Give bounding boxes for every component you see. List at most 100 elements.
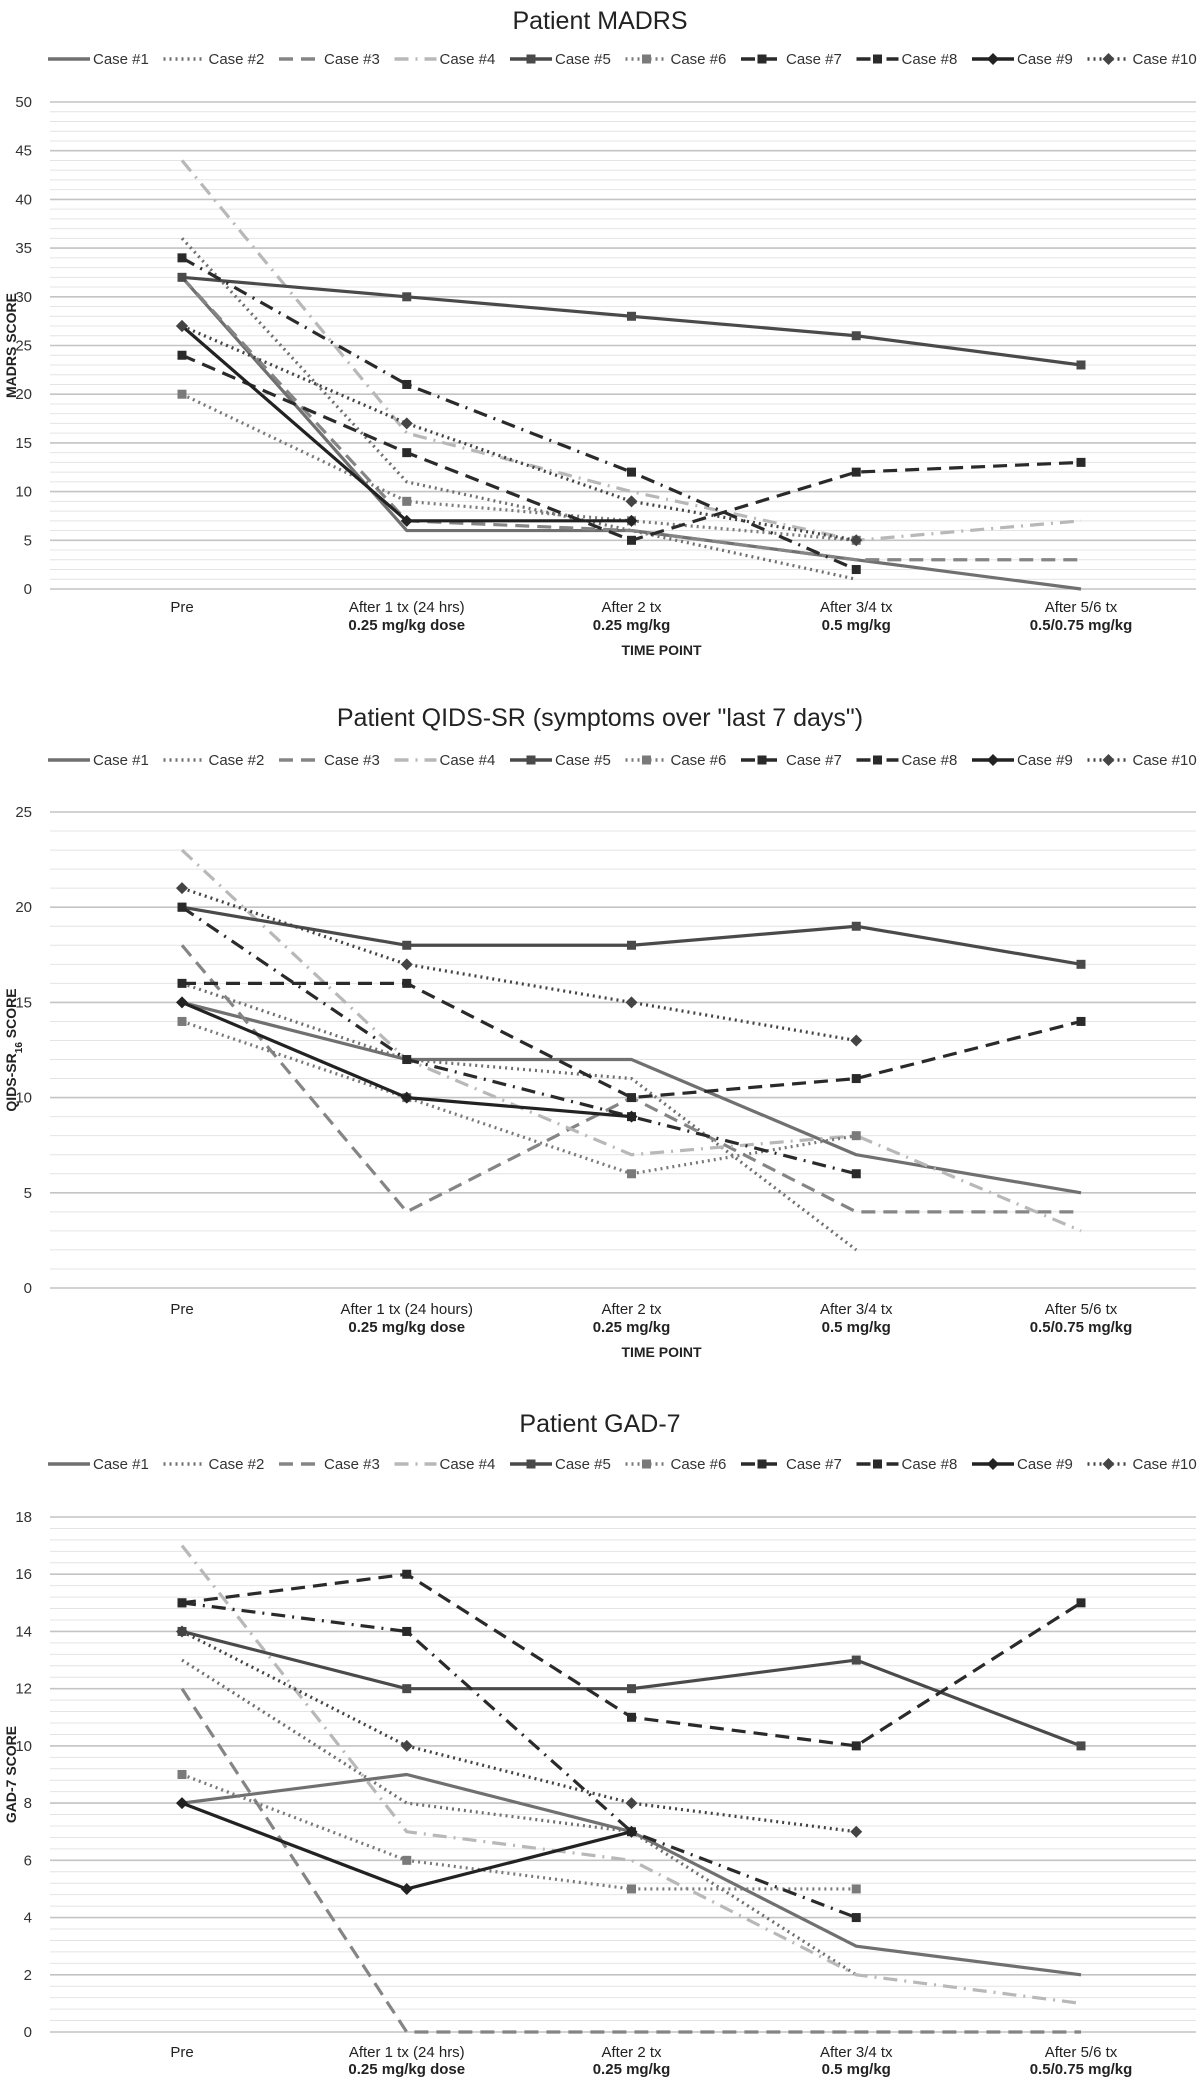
- legend-label: Case #1: [93, 51, 149, 68]
- legend-label: Case #1: [93, 1456, 149, 1473]
- data-point: [402, 978, 412, 988]
- data-point: [625, 495, 638, 508]
- legend-marker: [757, 54, 767, 64]
- x-tick-sublabel: 0.25 mg/kg: [593, 2061, 671, 2078]
- data-point: [400, 1882, 413, 1895]
- series-7: [177, 350, 1086, 545]
- data-point: [400, 1091, 413, 1104]
- series-10: [176, 882, 863, 1047]
- data-point: [850, 1825, 863, 1838]
- series-line: [181, 905, 1082, 966]
- legend-label: Case #8: [902, 752, 958, 769]
- legend-label: Case #2: [209, 51, 265, 68]
- x-tick-label: After 5/6 tx: [1045, 2044, 1118, 2061]
- series-line: [181, 256, 857, 571]
- legend-label: Case #3: [324, 51, 380, 68]
- legend-item: Case #8: [856, 1456, 958, 1473]
- legend-item: Case #4: [394, 752, 495, 769]
- series-9: [176, 996, 638, 1123]
- series-line: [180, 1687, 1081, 2034]
- data-point: [177, 1016, 187, 1026]
- legend-marker: [526, 54, 536, 64]
- data-point: [627, 1169, 636, 1179]
- x-tick-label: After 1 tx (24 hrs): [349, 599, 465, 616]
- legend: Case #1 Case #2 Case #3 Case #4 Case #5 Case …: [48, 1456, 1197, 1473]
- chart-title: Patient GAD-7: [519, 1410, 680, 1438]
- data-point: [177, 1770, 187, 1779]
- series-9: [176, 1797, 638, 1895]
- legend-label: Case #6: [671, 1456, 727, 1473]
- x-tick-label: Pre: [170, 2044, 193, 2061]
- data-point: [851, 1884, 861, 1894]
- y-axis-label-text: MADRS SCORE: [3, 293, 19, 398]
- data-point: [176, 320, 188, 333]
- legend-item: Case #6: [625, 51, 726, 68]
- series-5: [177, 272, 1086, 370]
- x-tick-sublabel: 0.5/0.75 mg/kg: [1030, 617, 1133, 634]
- legend-marker: [526, 1459, 536, 1469]
- legend-label: Case #3: [324, 1456, 380, 1473]
- legend-label: Case #5: [555, 51, 611, 68]
- legend-item: Case #4: [394, 51, 496, 68]
- y-tick-label: 14: [15, 1623, 32, 1640]
- data-point: [1076, 1016, 1086, 1026]
- data-point: [1076, 1598, 1086, 1608]
- legend: Case #1 Case #2 Case #3 Case #4 Case #5 Case …: [48, 51, 1197, 68]
- data-point: [400, 514, 413, 527]
- data-point: [627, 1093, 636, 1103]
- legend-label: Case #8: [902, 1456, 958, 1473]
- data-point: [177, 389, 187, 399]
- x-axis-label: TIME POINT: [621, 642, 702, 658]
- data-point: [625, 1825, 638, 1838]
- data-point: [402, 1855, 412, 1865]
- y-tick-label: 10: [15, 1738, 32, 1755]
- legend-marker: [987, 754, 999, 766]
- chart-title: Patient MADRS: [512, 7, 687, 35]
- data-point: [851, 565, 861, 575]
- data-point: [177, 1598, 187, 1608]
- legend-item: Case #7: [741, 1456, 842, 1473]
- data-point: [402, 1684, 412, 1694]
- y-tick-label: 4: [24, 1910, 32, 1927]
- data-point: [627, 311, 636, 321]
- legend-item: Case #3: [279, 51, 380, 68]
- legend-label: Case #4: [440, 51, 496, 68]
- legend-item: Case #10: [1087, 51, 1197, 68]
- data-point: [851, 331, 861, 341]
- y-tick-label: 35: [15, 240, 32, 257]
- legend-item: Case #1: [48, 752, 149, 769]
- gridlines: [50, 101, 1196, 590]
- data-point: [851, 1741, 861, 1751]
- y-tick-label: 45: [15, 143, 32, 160]
- legend-item: Case #4: [394, 1456, 495, 1473]
- data-point: [851, 1169, 861, 1179]
- data-point: [402, 448, 412, 458]
- data-point: [1076, 360, 1086, 370]
- data-point: [850, 1034, 863, 1047]
- data-point: [627, 1684, 636, 1694]
- chart-2: Patient QIDS-SR (symptoms over "last 7 d…: [3, 704, 1197, 1360]
- legend-item: Case #3: [279, 752, 380, 769]
- legend-item: Case #6: [625, 1456, 727, 1473]
- data-point: [625, 1110, 638, 1123]
- series-line: [181, 1019, 857, 1176]
- data-point: [400, 417, 413, 430]
- data-point: [851, 921, 861, 931]
- data-point: [176, 1625, 188, 1638]
- legend-label: Case #2: [209, 1456, 265, 1473]
- data-point: [851, 467, 861, 477]
- data-point: [402, 1626, 412, 1636]
- x-tick-sublabel: 0.5 mg/kg: [822, 2061, 891, 2078]
- series-10: [176, 1625, 863, 1838]
- y-tick-label: 30: [15, 289, 32, 306]
- series-2: [180, 237, 857, 581]
- x-tick-label: After 5/6 tx: [1045, 599, 1118, 616]
- data-point: [625, 996, 638, 1009]
- data-point: [850, 534, 863, 547]
- legend-marker: [642, 755, 651, 765]
- x-tick-label: Pre: [170, 1301, 193, 1318]
- series-6: [177, 1770, 861, 1894]
- data-point: [1076, 959, 1086, 969]
- y-axis-label-text: GAD-7 SCORE: [3, 1726, 19, 1823]
